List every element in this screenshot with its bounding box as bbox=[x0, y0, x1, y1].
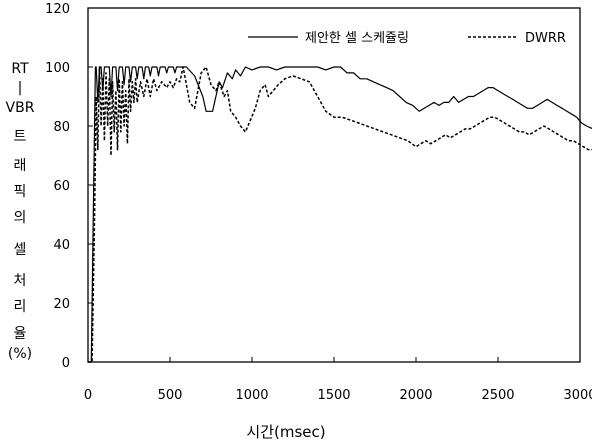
y-axis-label-part: | bbox=[18, 80, 23, 96]
y-axis-label-part: 리 bbox=[14, 299, 27, 315]
plot-area bbox=[88, 66, 592, 363]
legend-label-proposed: 제안한 셀 스케쥴링 bbox=[305, 31, 409, 46]
x-tick-label: 3000 bbox=[563, 388, 592, 403]
y-axis-label-part: 트 bbox=[14, 129, 27, 145]
y-axis-label-part: RT bbox=[11, 61, 29, 77]
legend: 제안한 셀 스케쥴링 DWRR bbox=[248, 31, 566, 46]
y-axis-label-part: VBR bbox=[6, 100, 35, 116]
x-tick-label: 2000 bbox=[399, 388, 432, 403]
y-axis-label-part: 처 bbox=[14, 273, 27, 289]
y-axis-label-part: 셀 bbox=[14, 242, 27, 258]
x-tick-label: 1500 bbox=[317, 388, 350, 403]
y-tick-label: 100 bbox=[45, 61, 70, 76]
y-axis-label-part: (%) bbox=[8, 346, 32, 362]
x-tick-label: 0 bbox=[84, 388, 92, 403]
y-tick-label: 0 bbox=[62, 356, 70, 371]
y-axis-label-part: 래 bbox=[14, 158, 27, 174]
y-tick-label: 60 bbox=[53, 179, 70, 194]
series-line-dwrr bbox=[88, 66, 592, 363]
legend-label-dwrr: DWRR bbox=[525, 31, 566, 46]
y-tick-label: 40 bbox=[53, 238, 70, 253]
y-axis-label-part: 픽 bbox=[14, 184, 27, 200]
plot-frame bbox=[87, 7, 581, 363]
y-axis-label-part: 의 bbox=[14, 210, 27, 226]
x-tick-label: 2500 bbox=[481, 388, 514, 403]
y-tick-label: 120 bbox=[45, 2, 70, 17]
y-tick-label: 20 bbox=[53, 297, 70, 312]
x-tick-label: 500 bbox=[158, 388, 183, 403]
x-axis-label: 시간(msec) bbox=[246, 423, 325, 441]
y-tick-label: 80 bbox=[53, 120, 70, 135]
x-tick-label: 1000 bbox=[235, 388, 268, 403]
y-axis-label-part: 율 bbox=[14, 326, 27, 342]
series-line-proposed bbox=[88, 66, 592, 363]
axes: 0 20 40 60 80 100 120 0 500 1000 1500 2000 2500 3000 bbox=[45, 2, 592, 403]
